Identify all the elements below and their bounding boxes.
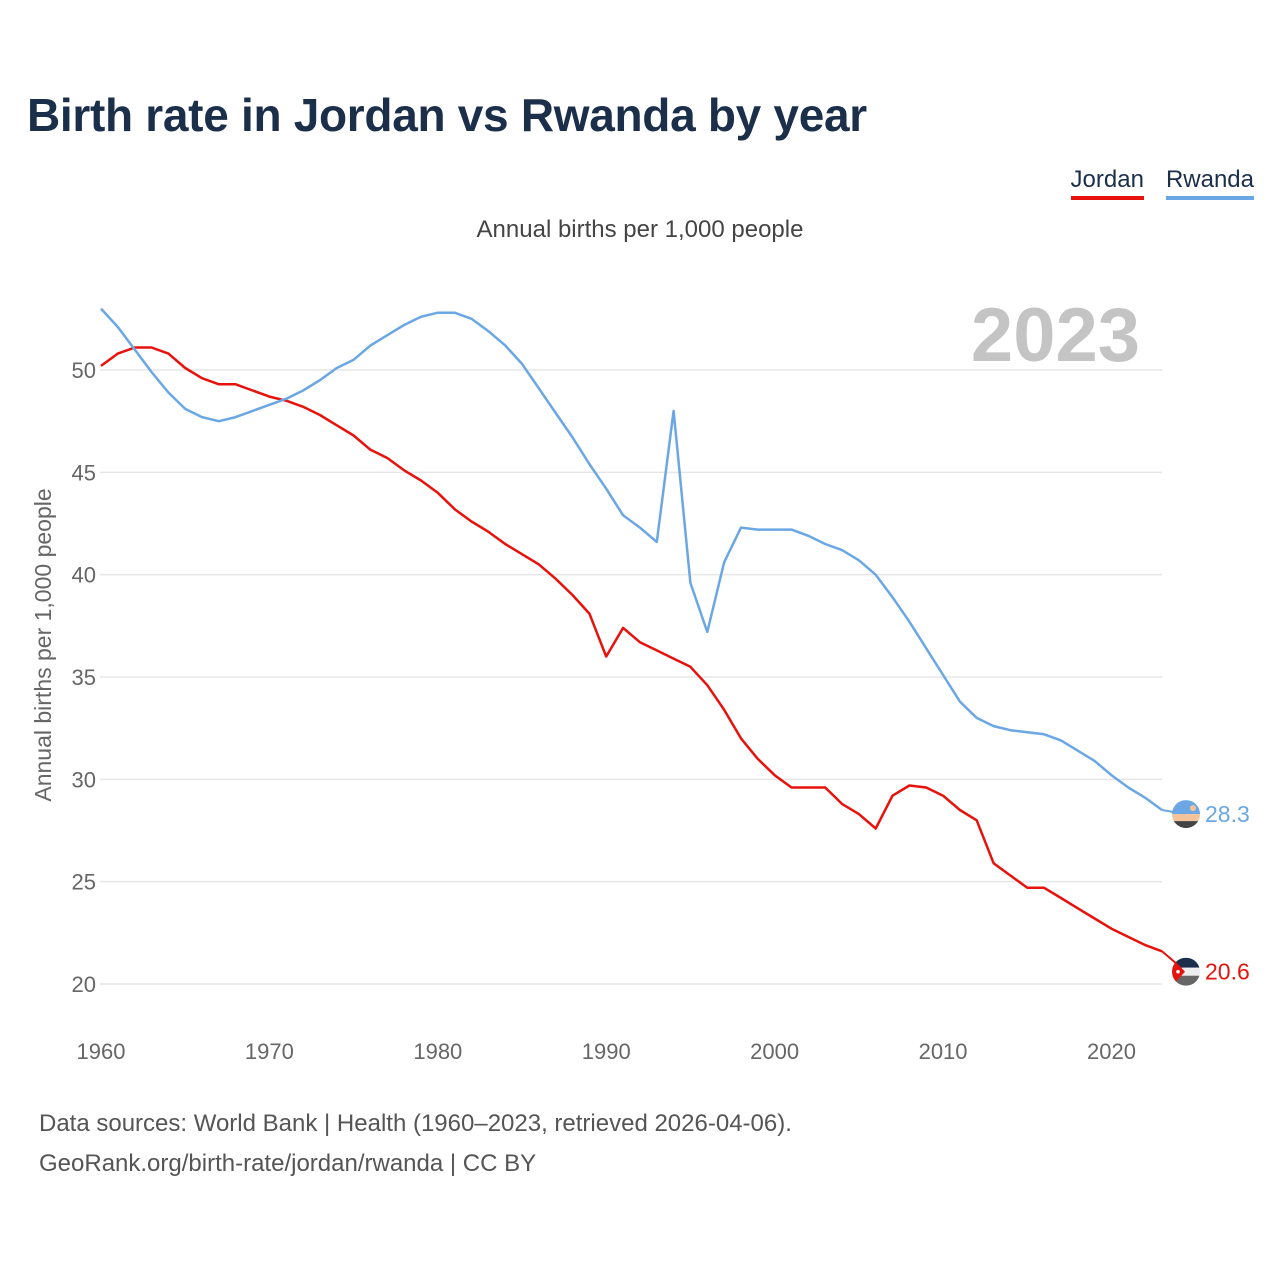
series-line-rwanda[interactable] xyxy=(100,307,1163,812)
rwanda-flag-icon xyxy=(1172,800,1200,829)
y-tick-label: 50 xyxy=(72,358,96,383)
x-tick-label: 2000 xyxy=(750,1039,799,1064)
rwanda-end-value: 28.3 xyxy=(1205,801,1250,827)
line-chart: 20 25 30 35 40 45 50 1960 1970 1980 1990 2000 2010 2… xyxy=(30,293,1250,1064)
end-markers: 28.3 20.6 xyxy=(1161,800,1250,986)
chart-title: Birth rate in Jordan vs Rwanda by year xyxy=(27,89,867,141)
x-tick-label: 2020 xyxy=(1087,1039,1136,1064)
y-tick-label: 45 xyxy=(72,460,96,485)
footer-url[interactable]: GeoRank.org/birth-rate/jordan/rwanda | C… xyxy=(39,1150,537,1177)
legend: Jordan Rwanda xyxy=(1070,166,1254,200)
gridlines xyxy=(100,369,1162,985)
x-axis-ticks: 1960 1970 1980 1990 2000 2010 2020 xyxy=(77,1039,1136,1064)
footer: Data sources: World Bank | Health (1960–… xyxy=(39,1104,792,1184)
x-tick-label: 2010 xyxy=(919,1039,968,1064)
jordan-end-value: 20.6 xyxy=(1205,959,1250,985)
x-tick-label: 1980 xyxy=(413,1039,462,1064)
x-tick-label: 1960 xyxy=(77,1039,126,1064)
legend-rwanda[interactable]: Rwanda xyxy=(1165,166,1254,200)
footer-sources: Data sources: World Bank | Health (1960–… xyxy=(39,1110,792,1137)
series-lines xyxy=(100,307,1163,953)
chart-subtitle: Annual births per 1,000 people xyxy=(476,216,804,243)
y-tick-label: 20 xyxy=(72,972,96,997)
series-line-jordan[interactable] xyxy=(100,346,1163,953)
y-tick-label: 30 xyxy=(72,767,96,792)
jordan-flag-icon xyxy=(1172,957,1200,986)
y-tick-label: 35 xyxy=(72,665,96,690)
y-axis-ticks: 20 25 30 35 40 45 50 xyxy=(72,358,96,997)
x-tick-label: 1990 xyxy=(582,1039,631,1064)
year-display: 2023 xyxy=(971,293,1140,378)
y-tick-label: 25 xyxy=(72,870,96,895)
x-tick-label: 1970 xyxy=(245,1039,294,1064)
y-axis-label: Annual births per 1,000 people xyxy=(30,488,56,801)
legend-jordan[interactable]: Jordan xyxy=(1070,166,1144,200)
y-tick-label: 40 xyxy=(72,563,96,588)
